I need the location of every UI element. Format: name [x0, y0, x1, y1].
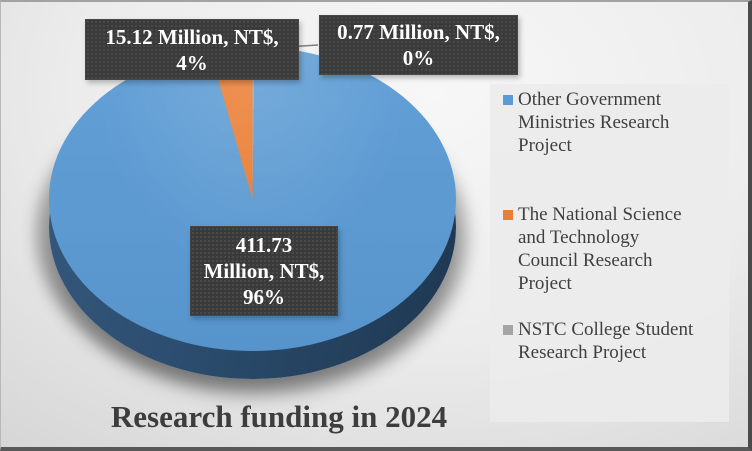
legend-item-label: NSTC College Student Research Project: [518, 319, 694, 363]
data-label-line: 96%: [243, 285, 285, 309]
data-label-line: 411.73: [235, 233, 293, 257]
legend-swatch-orange: [503, 210, 513, 220]
legend: Other Government Ministries Research Pro…: [490, 84, 729, 422]
legend-item-label: Other Government Ministries Research Pro…: [518, 89, 670, 156]
legend-swatch-gray: [503, 325, 513, 335]
pie-plot: [49, 47, 456, 351]
data-label-line: 4%: [176, 50, 208, 75]
chart-title: Research funding in 2024: [110, 399, 448, 434]
legend-swatch-blue: [503, 95, 513, 105]
data-label-college-student: 0.77 Million, NT$, 0%: [319, 15, 518, 75]
legend-item-label: The National Science and Technology Coun…: [518, 204, 682, 294]
data-label-other-ministries: 411.73 Million, NT$, 96%: [190, 226, 338, 316]
data-label-nstc-council: 15.12 Million, NT$, 4%: [85, 19, 299, 80]
data-label-line: 0%: [402, 46, 435, 70]
data-label-line: 15.12 Million, NT$,: [105, 24, 279, 49]
data-label-line: 0.77 Million, NT$,: [337, 20, 500, 44]
data-label-line: Million, NT$,: [203, 259, 325, 283]
